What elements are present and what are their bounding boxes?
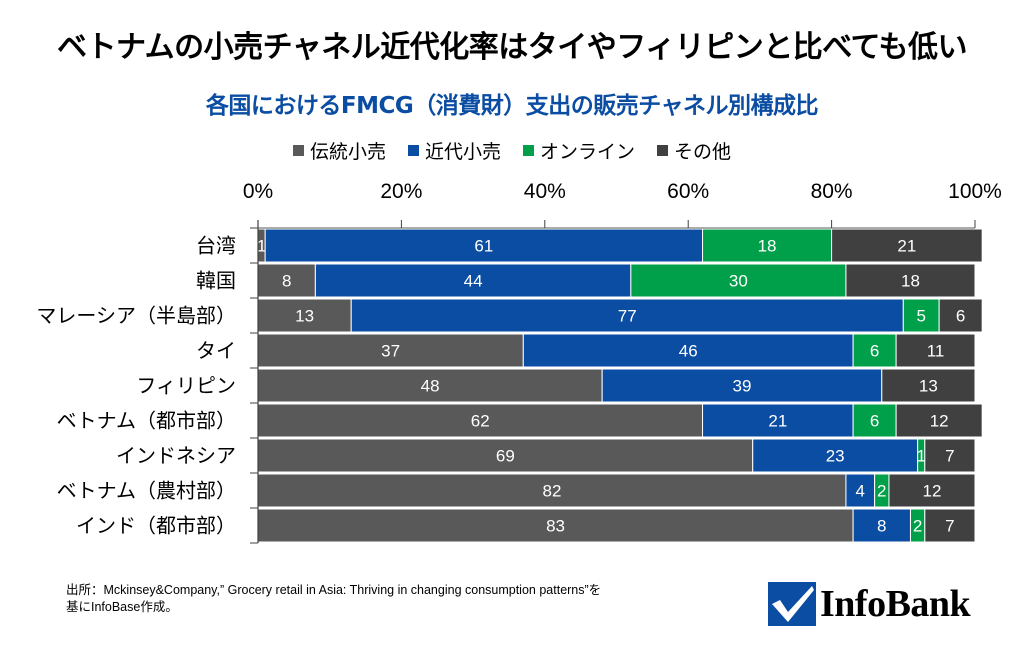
- data-label: 18: [901, 272, 920, 291]
- data-label: 23: [826, 447, 845, 466]
- source-line-1: 出所：Mckinsey&Company,” Grocery retail in …: [66, 583, 602, 597]
- data-label: 11: [927, 342, 945, 361]
- legend-swatch-online: [523, 145, 534, 156]
- data-label: 21: [768, 412, 787, 431]
- data-label: 2: [877, 482, 886, 501]
- data-label: 2: [913, 517, 922, 536]
- bar-segment: [702, 403, 854, 438]
- legend-swatch-traditional: [292, 145, 304, 156]
- bar-segment: [938, 298, 983, 333]
- category-label: マレーシア（半島部）: [36, 304, 236, 328]
- bar-segment: [852, 333, 897, 368]
- x-tick-label: 20%: [380, 180, 422, 203]
- infobank-logo: InfoBank: [768, 582, 971, 626]
- bar-segment: [888, 473, 976, 508]
- source-line-2: 基にInfoBase作成。: [66, 600, 178, 614]
- data-label: 69: [496, 447, 515, 466]
- bar-segment: [845, 263, 976, 298]
- bar-segment: [257, 403, 704, 438]
- legend-label-other: その他: [674, 141, 732, 163]
- data-label: 12: [923, 482, 942, 501]
- category-label: 韓国: [196, 269, 236, 293]
- bar-segment: [630, 263, 847, 298]
- bar-segment: [257, 473, 847, 508]
- x-tick-label: 0%: [243, 180, 273, 203]
- legend-swatch-modern: [407, 145, 419, 156]
- legend-swatch-other: [657, 145, 669, 156]
- legend: 伝統小売 近代小売 オンライン その他: [0, 137, 1024, 164]
- data-label: 7: [945, 517, 954, 536]
- legend-item-online: オンライン: [523, 137, 635, 164]
- data-label: 18: [758, 237, 777, 256]
- bar-segment: [264, 228, 704, 263]
- bar-segment: [895, 333, 976, 368]
- category-label: タイ: [196, 339, 236, 363]
- data-label: 62: [471, 412, 490, 431]
- logo-text: InfoBank: [820, 583, 971, 625]
- bar-segment: [257, 438, 754, 473]
- data-label: 1: [257, 237, 266, 256]
- data-label: 48: [421, 377, 440, 396]
- bar-segment: [702, 228, 833, 263]
- category-label: インド（都市部）: [76, 514, 236, 538]
- legend-item-traditional: 伝統小売: [292, 137, 386, 164]
- data-label: 30: [729, 272, 748, 291]
- data-label: 6: [870, 342, 879, 361]
- bar-segment: [924, 438, 976, 473]
- legend-label-traditional: 伝統小売: [309, 141, 386, 163]
- data-label: 13: [919, 377, 938, 396]
- chart-title: ベトナムの小売チャネル近代化率はタイやフィリピンと比べても低い: [57, 30, 968, 65]
- data-label: 7: [945, 447, 954, 466]
- bar-segment: [852, 508, 911, 543]
- data-label: 8: [282, 272, 291, 291]
- category-label: ベトナム（農村部）: [57, 479, 236, 503]
- data-label: 1: [916, 447, 925, 466]
- category-label: インドネシア: [116, 444, 236, 468]
- data-label: 37: [381, 342, 400, 361]
- legend-item-other: その他: [657, 137, 731, 164]
- data-label: 39: [733, 377, 752, 396]
- data-label: 83: [546, 517, 565, 536]
- data-label: 77: [618, 307, 637, 326]
- bar-segment: [881, 368, 976, 403]
- data-label: 82: [543, 482, 562, 501]
- checkmark-icon: [768, 582, 816, 626]
- data-label: 12: [930, 412, 949, 431]
- bar-segment: [924, 508, 976, 543]
- bar-segment: [895, 403, 983, 438]
- bar-segment: [902, 298, 940, 333]
- chart-subtitle: 各国におけるFMCG（消費財）支出の販売チャネル別構成比: [205, 93, 819, 119]
- data-label: 13: [295, 307, 314, 326]
- data-label: 44: [464, 272, 483, 291]
- legend-item-modern: 近代小売: [407, 137, 501, 164]
- bar-segment: [831, 228, 983, 263]
- data-label: 46: [679, 342, 698, 361]
- data-label: 5: [916, 307, 925, 326]
- data-label: 6: [956, 307, 965, 326]
- x-tick-label: 80%: [811, 180, 853, 203]
- data-label: 61: [474, 237, 493, 256]
- x-tick-label: 100%: [948, 180, 1002, 203]
- category-label: フィリピン: [136, 374, 236, 398]
- category-label: 台湾: [196, 234, 236, 258]
- data-label: 21: [897, 237, 916, 256]
- bar-segment: [522, 333, 854, 368]
- bar-segment: [314, 263, 632, 298]
- legend-label-modern: 近代小売: [424, 141, 501, 163]
- data-label: 4: [856, 482, 865, 501]
- bar-segment: [852, 403, 897, 438]
- source-note: 出所：Mckinsey&Company,” Grocery retail in …: [66, 582, 601, 616]
- category-label: ベトナム（都市部）: [57, 409, 236, 433]
- bar-segment: [845, 473, 876, 508]
- bar-segment: [257, 508, 854, 543]
- x-tick-label: 40%: [524, 180, 566, 203]
- data-label: 8: [877, 517, 886, 536]
- data-label: 6: [870, 412, 879, 431]
- bar-segment: [601, 368, 883, 403]
- bar-segment: [257, 333, 524, 368]
- legend-label-online: オンライン: [540, 141, 636, 163]
- bar-segment: [350, 298, 904, 333]
- x-tick-label: 60%: [667, 180, 709, 203]
